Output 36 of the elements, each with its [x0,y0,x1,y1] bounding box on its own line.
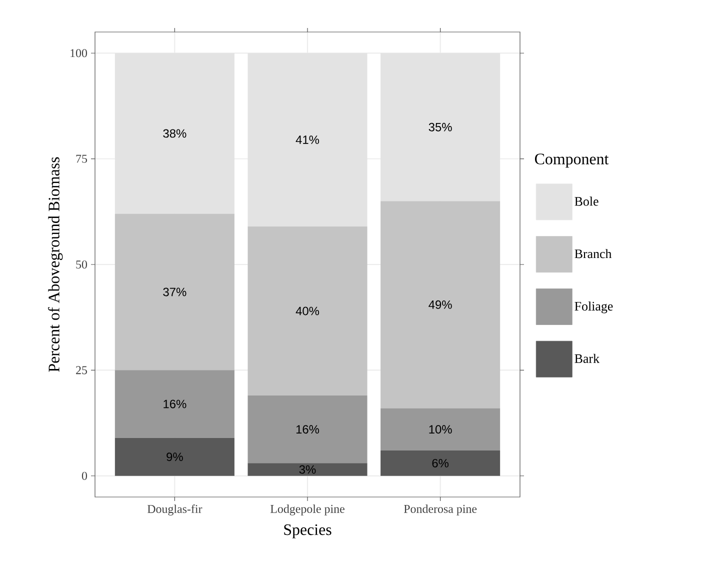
x-axis-title: Species [284,524,332,538]
y-tick-label: 0 [82,472,88,480]
y-tick-label: 25 [76,366,88,374]
data-label: 38% [163,129,186,138]
bar [380,201,500,408]
legend-title: Component [534,154,609,168]
data-label: 40% [296,306,320,316]
y-tick-label: 75 [76,154,88,163]
data-label: 16% [296,425,320,434]
x-tick-label: Lodgepole pine [270,504,344,516]
data-label: 49% [428,300,452,309]
bar [114,438,234,476]
y-tick-label: 100 [70,49,88,58]
bar [114,370,234,438]
bar [380,450,500,476]
bar [248,226,368,396]
data-label: 41% [296,136,320,144]
data-label: 37% [163,288,186,296]
data-label: 16% [164,400,186,408]
data-label: 10% [429,425,452,434]
bar [248,396,368,464]
y-tick-label: 50 [76,260,88,269]
text: Branch [574,249,612,258]
y-axis-title: Percent of Aboveground Biomass [48,157,63,372]
bar [248,463,368,476]
bar [114,214,234,370]
bar [380,408,500,450]
text: Bole [574,196,598,206]
data-label: 3% [299,465,316,474]
x-tick-label: Douglas-fir [147,504,202,516]
text: Foliage [574,301,613,314]
data-label: 6% [432,458,449,468]
x-tick-label: Ponderosa pine [404,504,477,516]
data-label: 35% [428,122,452,132]
data-label: 9% [166,452,183,462]
text: Bark [574,354,600,363]
